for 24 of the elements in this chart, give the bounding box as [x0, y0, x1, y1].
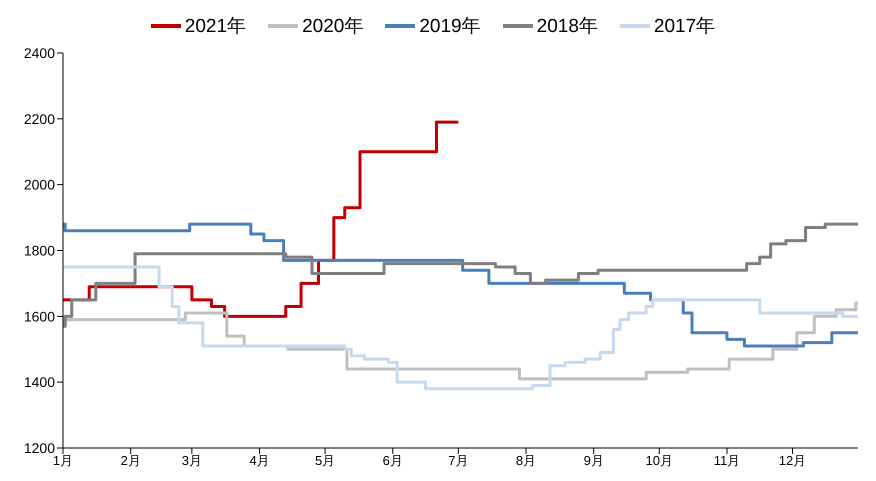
x-tick-label: 12月 [778, 453, 806, 468]
x-tick-label: 2月 [120, 453, 141, 468]
legend-label: 2020年 [302, 15, 364, 39]
y-tick-label: 2000 [24, 176, 56, 193]
y-tick-label: 1800 [24, 242, 56, 258]
legend-label: 2018年 [536, 15, 598, 39]
y-tick-label: 1400 [24, 374, 56, 390]
x-tick-label: 1月 [52, 453, 74, 468]
legend-label: 2017年 [654, 15, 716, 39]
x-tick-label: 11月 [714, 453, 740, 468]
x-tick-label: 8月 [516, 453, 536, 468]
x-tick-label: 9月 [584, 453, 604, 468]
legend-label: 2019年 [419, 15, 481, 39]
x-tick-label: 5月 [314, 453, 336, 468]
y-tick-label: 1600 [24, 308, 56, 324]
y-tick-label: 2200 [24, 110, 56, 127]
x-tick-label: 4月 [249, 453, 270, 468]
x-tick-label: 6月 [382, 453, 403, 468]
x-tick-label: 7月 [448, 453, 468, 468]
x-tick-label: 10月 [646, 453, 673, 468]
y-tick-label: 1200 [24, 440, 56, 456]
legend-label: 2021年 [184, 15, 246, 39]
x-tick-label: 3月 [182, 453, 202, 468]
y-tick-label: 2400 [24, 44, 56, 61]
